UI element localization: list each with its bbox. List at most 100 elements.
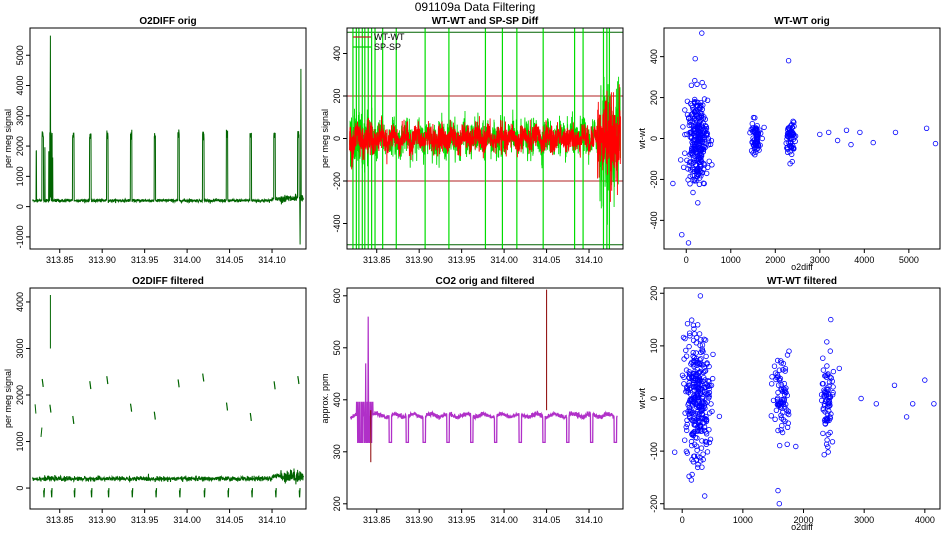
x-tick-label: 313.85 [363, 515, 391, 525]
scatter-point [685, 240, 692, 246]
scatter-point [827, 348, 833, 354]
scatter-point [843, 127, 850, 133]
filtered-fragment [89, 381, 92, 390]
scatter-point [695, 156, 702, 163]
scatter-point [697, 102, 704, 108]
scatter-point [694, 447, 700, 453]
scatter-point [689, 432, 695, 438]
scatter-point [693, 362, 699, 368]
scatter-point [703, 431, 710, 437]
scatter-point [761, 124, 767, 131]
chart-title: O2DIFF filtered [132, 276, 204, 287]
y-tick-label: 2000 [15, 385, 25, 405]
scatter-point [788, 136, 794, 142]
filtered-dip [203, 488, 206, 498]
scatter-point [781, 396, 787, 403]
scatter-point [822, 421, 829, 427]
scatter-point [823, 374, 830, 380]
scatter-point [686, 343, 692, 350]
scatter-point [701, 403, 708, 409]
scatter-point [785, 149, 791, 155]
scatter-point [785, 125, 791, 131]
scatter-point [824, 363, 830, 369]
scatter-point [836, 365, 842, 372]
chart-p3: WT-WT orig 0 1000 2000 3000 4000 5000 -400 -200 0… [637, 16, 941, 272]
scatter-point [702, 400, 708, 406]
plot-frame [663, 287, 941, 510]
y-tick-label: 3000 [15, 338, 25, 358]
scatter-point [778, 360, 784, 366]
scatter-point [820, 407, 826, 413]
x-tick-label: 1000 [733, 515, 753, 525]
scatter-point [694, 391, 700, 397]
x-tick-label: 314.10 [575, 515, 603, 525]
scatter-point [682, 150, 688, 156]
scatter-point [784, 424, 791, 430]
scatter-point [702, 493, 708, 499]
scatter-point [697, 342, 703, 348]
o2diff-filtered-segment [85, 477, 90, 482]
scatter-point [706, 389, 713, 396]
scatter-point [702, 368, 709, 374]
scatter-point [684, 112, 691, 118]
x-tick-label: 314.10 [258, 255, 286, 265]
scatter-point [696, 411, 702, 418]
scatter-point [783, 389, 789, 396]
scatter-point [931, 401, 937, 407]
scatter-point [782, 366, 789, 372]
y-tick-label: 0 [15, 204, 25, 209]
y-axis-label: wt-wt [637, 128, 647, 150]
x-tick-label: 314.10 [575, 255, 603, 265]
scatter-point [704, 361, 710, 367]
filtered-fragment [202, 373, 205, 382]
scatter-point [701, 143, 707, 150]
scatter-point [706, 439, 713, 446]
scatter-point [700, 348, 706, 355]
scatter-point [682, 410, 688, 416]
o2diff-filtered-segment [104, 473, 161, 483]
scatter-point [690, 165, 696, 171]
scatter-point [691, 159, 697, 165]
scatter-point [848, 141, 854, 148]
filtered-dip [90, 488, 93, 498]
scatter-point [830, 389, 836, 396]
scatter-point [699, 138, 706, 144]
chart-p2: WT-WT and SP-SP Diff 313.85 313.90 313.95 31… [320, 16, 624, 265]
scatter-point [686, 380, 692, 386]
scatter-point [775, 398, 781, 404]
plot-frame [29, 27, 307, 250]
scatter-point [785, 408, 792, 414]
co2-filtered-spike [367, 316, 370, 442]
scatter-point [820, 405, 826, 412]
scatter-point [684, 321, 691, 327]
x-tick-label: 313.85 [46, 255, 74, 265]
scatter-point [697, 368, 703, 375]
scatter-point [694, 424, 701, 430]
filtered-dip [274, 488, 277, 498]
x-tick-label: 313.95 [448, 515, 476, 525]
scatter-point [698, 99, 704, 106]
scatter-point [819, 397, 825, 404]
scatter-point [922, 377, 928, 383]
scatter-point [700, 136, 706, 143]
scatter-point [824, 339, 830, 345]
scatter-point [759, 135, 765, 142]
scatter-point [700, 362, 706, 368]
y-axis-label: per meg signal [3, 109, 13, 168]
scatter-point [684, 417, 690, 423]
scatter-point [692, 410, 698, 417]
scatter-point [707, 141, 714, 147]
scatter-point [684, 98, 691, 104]
scatter-point [691, 416, 697, 422]
scatter-point [769, 374, 775, 380]
scatter-point [708, 382, 715, 389]
legend-label: WT-WT [374, 32, 405, 42]
scatter-point [857, 129, 863, 136]
scatter-point [701, 375, 707, 381]
plot-frame [29, 287, 307, 510]
scatter-point [685, 166, 691, 172]
scatter-point [778, 412, 784, 418]
scatter-point [750, 150, 756, 156]
o2diff-filtered-segment [103, 475, 106, 482]
y-tick-label: -1000 [15, 225, 25, 248]
